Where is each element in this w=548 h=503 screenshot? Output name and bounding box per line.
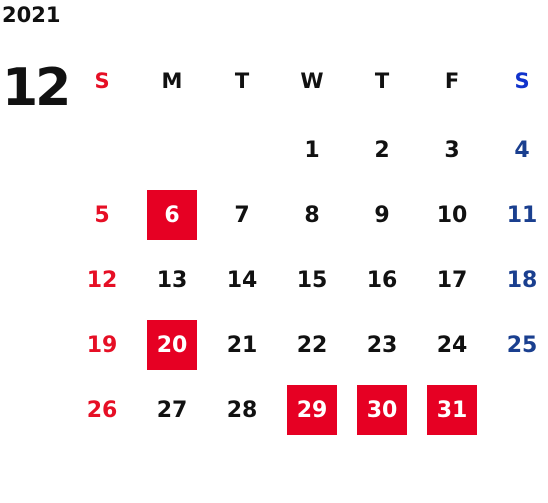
day-cell: 23	[366, 332, 398, 358]
weekday-header: W	[300, 69, 324, 93]
day-cell: 10	[436, 202, 468, 228]
day-cell: 21	[226, 332, 258, 358]
weekday-header: M	[161, 69, 183, 93]
day-cell: 16	[366, 267, 398, 293]
day-cell: 1	[304, 137, 320, 163]
day-cell: 3	[444, 137, 460, 163]
day-cell: 14	[226, 267, 258, 293]
day-cell: 19	[86, 332, 118, 358]
holiday-day-cell: 30	[357, 385, 407, 435]
day-cell: 22	[296, 332, 328, 358]
holiday-day-cell: 6	[147, 190, 197, 240]
day-cell: 24	[436, 332, 468, 358]
day-cell: 8	[304, 202, 320, 228]
day-cell: 17	[436, 267, 468, 293]
day-cell: 5	[94, 202, 110, 228]
weekday-header: T	[234, 69, 250, 93]
month-number: 12	[2, 58, 71, 118]
day-cell: 4	[514, 137, 530, 163]
day-cell: 7	[234, 202, 250, 228]
day-cell: 11	[506, 202, 538, 228]
day-cell: 18	[506, 267, 538, 293]
weekday-header: T	[374, 69, 390, 93]
weekday-header: F	[444, 69, 460, 93]
weekday-header: S	[94, 69, 110, 93]
day-cell: 13	[156, 267, 188, 293]
holiday-day-cell: 29	[287, 385, 337, 435]
day-cell: 2	[374, 137, 390, 163]
day-cell: 12	[86, 267, 118, 293]
day-cell: 9	[374, 202, 390, 228]
holiday-day-cell: 31	[427, 385, 477, 435]
year-label: 2021	[2, 3, 61, 27]
weekday-header: S	[514, 69, 530, 93]
day-cell: 15	[296, 267, 328, 293]
day-cell: 27	[156, 397, 188, 423]
day-cell: 25	[506, 332, 538, 358]
day-cell: 26	[86, 397, 118, 423]
holiday-day-cell: 20	[147, 320, 197, 370]
day-cell: 28	[226, 397, 258, 423]
